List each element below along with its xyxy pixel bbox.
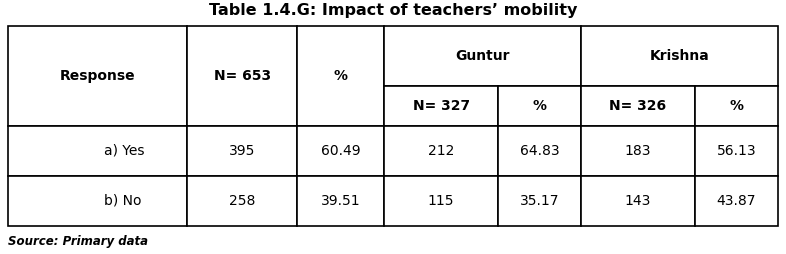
Text: N= 653: N= 653 <box>214 69 270 83</box>
Text: N= 327: N= 327 <box>413 99 470 113</box>
Bar <box>581 26 778 86</box>
Bar <box>297 26 384 126</box>
Bar <box>498 126 581 176</box>
Bar <box>695 126 778 176</box>
Bar <box>297 176 384 226</box>
Bar <box>384 126 498 176</box>
Text: a) Yes: a) Yes <box>104 144 144 158</box>
Text: Source: Primary data: Source: Primary data <box>8 235 148 248</box>
Bar <box>297 126 384 176</box>
Text: Krishna: Krishna <box>650 49 710 63</box>
Bar <box>384 26 581 86</box>
Bar <box>498 176 581 226</box>
Bar <box>498 86 581 126</box>
Text: 395: 395 <box>229 144 255 158</box>
Bar <box>695 86 778 126</box>
Bar <box>8 176 187 226</box>
Text: %: % <box>533 99 546 113</box>
Text: 39.51: 39.51 <box>321 194 360 208</box>
Text: Guntur: Guntur <box>455 49 510 63</box>
Bar <box>187 176 297 226</box>
Text: %: % <box>729 99 744 113</box>
Text: 115: 115 <box>428 194 454 208</box>
Text: Response: Response <box>60 69 135 83</box>
Bar <box>187 26 297 126</box>
Text: 56.13: 56.13 <box>717 144 756 158</box>
Bar <box>8 26 187 126</box>
Text: N= 326: N= 326 <box>609 99 667 113</box>
Text: 212: 212 <box>428 144 454 158</box>
Text: 143: 143 <box>625 194 651 208</box>
Bar <box>581 126 695 176</box>
Text: b) No: b) No <box>104 194 141 208</box>
Text: 183: 183 <box>625 144 652 158</box>
Bar <box>581 86 695 126</box>
Text: 60.49: 60.49 <box>321 144 360 158</box>
Bar <box>8 126 187 176</box>
Text: 258: 258 <box>229 194 255 208</box>
Bar <box>695 176 778 226</box>
Bar <box>384 176 498 226</box>
Text: %: % <box>333 69 347 83</box>
Bar <box>581 176 695 226</box>
Text: 43.87: 43.87 <box>717 194 756 208</box>
Text: 64.83: 64.83 <box>520 144 560 158</box>
Bar <box>187 126 297 176</box>
Bar <box>384 86 498 126</box>
Text: Table 1.4.G: Impact of teachers’ mobility: Table 1.4.G: Impact of teachers’ mobilit… <box>209 3 577 18</box>
Text: 35.17: 35.17 <box>520 194 560 208</box>
